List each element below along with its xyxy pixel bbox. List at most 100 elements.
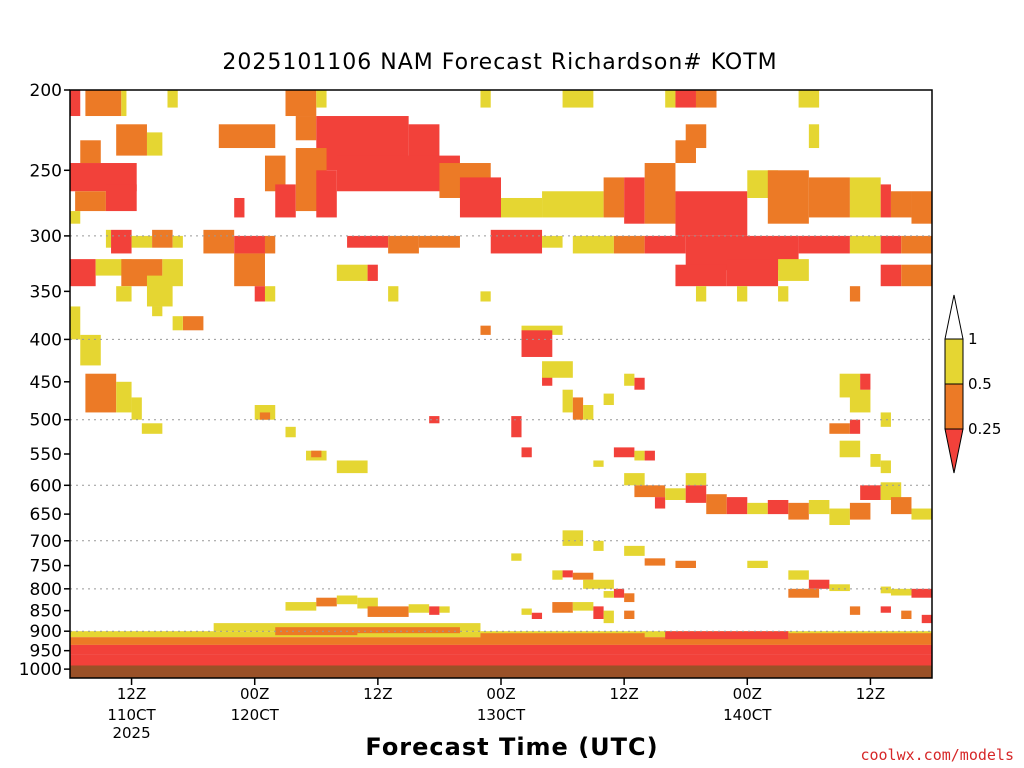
heatmap-cell bbox=[70, 259, 96, 287]
heatmap-cell bbox=[172, 316, 183, 331]
heatmap-cell bbox=[521, 325, 563, 335]
heatmap-cell bbox=[234, 253, 265, 287]
x-tick-label: 12Z bbox=[117, 685, 146, 703]
heatmap-cell bbox=[429, 416, 440, 424]
heatmap-cell bbox=[675, 191, 748, 236]
heatmap-cell bbox=[203, 229, 235, 254]
x-tick-label: 12Z bbox=[609, 685, 638, 703]
heatmap-cell bbox=[880, 184, 891, 218]
heatmap-cell bbox=[311, 450, 322, 458]
heatmap-cell bbox=[829, 584, 850, 592]
heatmap-cell bbox=[275, 184, 296, 218]
heatmap-cell bbox=[572, 602, 594, 611]
x-tick-label: 12Z bbox=[856, 685, 885, 703]
heatmap-cell bbox=[613, 588, 625, 598]
colorbar-bin-red bbox=[944, 428, 964, 474]
colorbar-label: 0.5 bbox=[968, 375, 992, 393]
heatmap-cell bbox=[624, 373, 635, 386]
heatmap-cell bbox=[480, 90, 491, 108]
chart-title: 2025101106 NAM Forecast Richardson# KOTM bbox=[222, 50, 778, 75]
heatmap-cell bbox=[849, 389, 871, 413]
heatmap-cell bbox=[85, 90, 122, 117]
heatmap-cell bbox=[798, 90, 820, 108]
heatmap-cell bbox=[654, 497, 666, 509]
heatmap-cell bbox=[357, 597, 378, 609]
heatmap-cell bbox=[182, 316, 204, 331]
credit-link[interactable]: coolwx.com/models bbox=[860, 746, 1014, 764]
heatmap-cell bbox=[737, 286, 748, 302]
heatmap-cell bbox=[880, 606, 891, 613]
plot-area bbox=[70, 90, 932, 678]
heatmap-cell bbox=[695, 286, 707, 302]
heatmap-cell bbox=[624, 545, 645, 556]
heatmap-cell bbox=[624, 593, 635, 603]
heatmap-cell bbox=[890, 497, 912, 515]
heatmap-cell bbox=[70, 654, 932, 666]
heatmap-cell bbox=[880, 235, 902, 254]
heatmap-cell bbox=[675, 560, 696, 568]
heatmap-cell bbox=[285, 602, 317, 611]
heatmap-cell bbox=[531, 612, 543, 620]
heatmap-cell bbox=[880, 482, 902, 500]
heatmap-cell bbox=[75, 191, 106, 212]
heatmap-cell bbox=[429, 606, 440, 615]
colorbar-bin-yellow bbox=[944, 338, 964, 385]
heatmap-cell bbox=[747, 502, 768, 515]
heatmap-cell bbox=[367, 606, 409, 617]
heatmap-cell bbox=[542, 191, 604, 218]
heatmap-cell bbox=[316, 597, 337, 607]
heatmap-cell bbox=[316, 90, 327, 108]
heatmap-cell bbox=[624, 610, 635, 620]
heatmap-cell bbox=[778, 259, 809, 281]
heatmap-cell bbox=[767, 499, 789, 515]
heatmap-cell bbox=[911, 508, 932, 520]
heatmap-cell bbox=[70, 90, 81, 117]
heatmap-cell bbox=[234, 197, 245, 218]
y-tick-label: 350 bbox=[30, 282, 62, 302]
heatmap-cell bbox=[152, 229, 173, 248]
heatmap-cell bbox=[285, 90, 317, 117]
heatmap-cell bbox=[501, 197, 543, 218]
heatmap-cell bbox=[408, 604, 430, 613]
heatmap-cell bbox=[829, 508, 850, 526]
heatmap-cell bbox=[572, 397, 584, 420]
heatmap-cell bbox=[860, 485, 881, 500]
heatmap-cell bbox=[85, 373, 117, 413]
heatmap-cell bbox=[798, 235, 850, 254]
heatmap-cell bbox=[788, 633, 932, 642]
heatmap-cell bbox=[70, 665, 932, 678]
heatmap-cell bbox=[624, 177, 645, 224]
heatmap-cell bbox=[70, 306, 81, 340]
y-tick-label: 550 bbox=[30, 445, 62, 465]
colorbar-bin-top bbox=[944, 294, 964, 340]
heatmap-cell bbox=[264, 286, 276, 302]
y-tick-label: 850 bbox=[30, 602, 62, 622]
heatmap-cell bbox=[921, 614, 932, 624]
heatmap-cell bbox=[644, 450, 655, 461]
heatmap-cell bbox=[418, 235, 460, 248]
y-tick-label: 800 bbox=[30, 580, 62, 600]
heatmap-cell bbox=[685, 485, 707, 503]
heatmap-cell bbox=[511, 416, 522, 438]
heatmap-cell bbox=[583, 579, 614, 589]
heatmap-cell bbox=[849, 286, 861, 302]
heatmap-cell bbox=[572, 235, 614, 254]
heatmap-cell bbox=[890, 191, 912, 218]
heatmap-cell bbox=[336, 264, 368, 281]
heatmap-cell bbox=[116, 381, 132, 413]
heatmap-cell bbox=[542, 235, 563, 248]
heatmap-cell bbox=[439, 606, 450, 613]
heatmap-cell bbox=[880, 264, 902, 287]
heatmap-cell bbox=[675, 264, 727, 287]
heatmap-cell bbox=[264, 155, 286, 192]
y-tick-label: 600 bbox=[30, 476, 62, 496]
heatmap-cell bbox=[634, 450, 645, 461]
heatmap-cell bbox=[172, 235, 183, 248]
heatmap-cell bbox=[593, 540, 604, 551]
heatmap-cell bbox=[603, 610, 614, 624]
heatmap-cell bbox=[644, 235, 686, 254]
heatmap-cell bbox=[675, 90, 696, 108]
heatmap-cell bbox=[788, 502, 809, 520]
heatmap-cell bbox=[521, 447, 532, 458]
heatmap-cell bbox=[511, 553, 522, 561]
